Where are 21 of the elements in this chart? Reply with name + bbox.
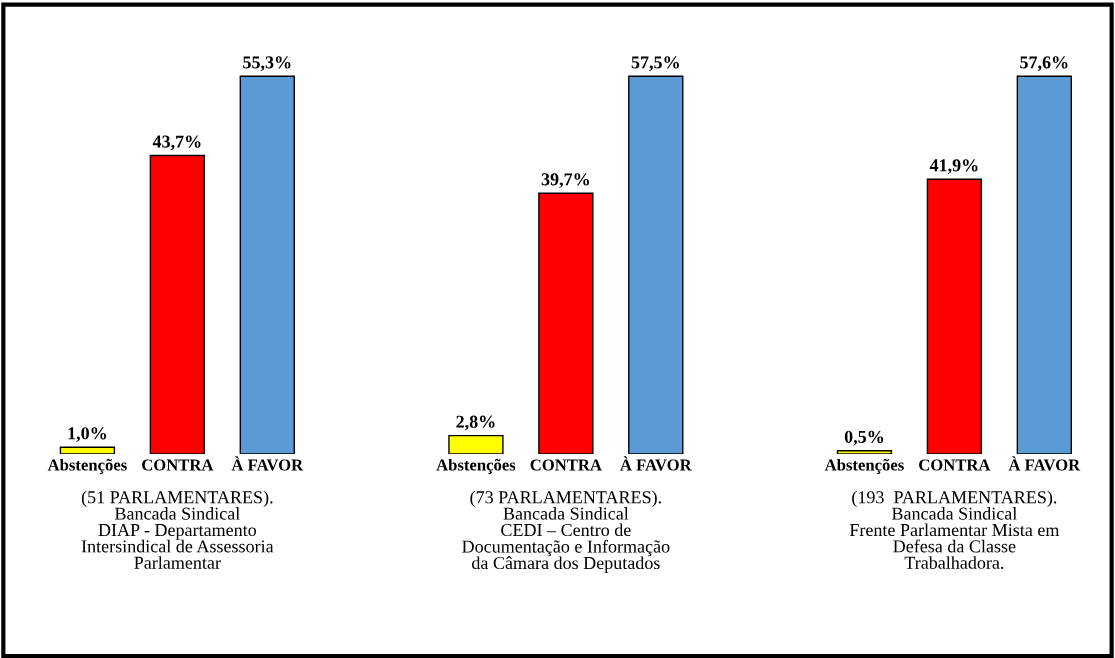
data-label: 1,0% <box>68 427 107 442</box>
data-label: 57,6% <box>1020 56 1068 72</box>
x-tick-label: Abstenções <box>47 458 127 474</box>
x-axis-title: (193 PARLAMENTARES). Bancada Sindical Frente Parlamentar Mista em Defesa da Classe Trabalhadora. <box>849 490 1060 569</box>
data-label: 57,5% <box>631 56 679 72</box>
x-tick-label: CONTRA <box>919 459 991 471</box>
x-tick-label: À FAVOR <box>231 456 304 471</box>
data-label: 55,3% <box>243 56 291 72</box>
x-axis-title: (51 PARLAMENTARES). Bancada Sindical DIAP - Departamento Intersindical de Assessoria Parlamentar <box>81 490 274 569</box>
x-tick-label: Abstenções <box>436 458 516 474</box>
x-tick-label: À FAVOR <box>620 456 692 471</box>
x-tick-label: CONTRA <box>142 459 214 471</box>
x-tick-label: À FAVOR <box>1008 456 1081 471</box>
x-tick-label: Abstenções <box>824 458 904 474</box>
data-label: 0,5% <box>844 430 884 446</box>
data-label: 2,8% <box>456 415 495 431</box>
x-axis-title: (73 PARLAMENTARES). Bancada Sindical CEDI – Centro de Documentação e Informação da Câmara dos Deputados <box>462 490 670 573</box>
x-tick-label: CONTRA <box>530 459 602 471</box>
data-label: 43,7% <box>152 135 201 151</box>
data-label: 39,7% <box>541 173 589 188</box>
data-label: 41,9% <box>929 159 978 175</box>
